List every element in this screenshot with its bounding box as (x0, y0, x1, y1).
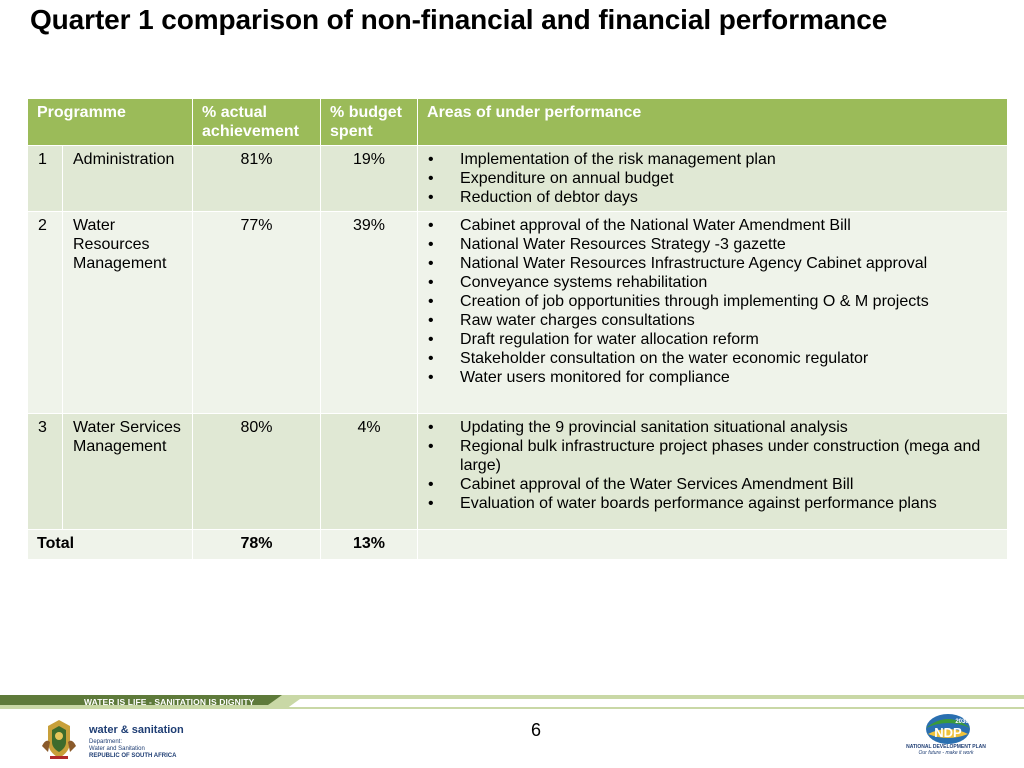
footer-band (0, 695, 1024, 709)
list-item: Stakeholder consultation on the water ec… (428, 349, 997, 368)
budget-spent: 19% (320, 145, 419, 212)
ndp-logo-icon: NDP 2030 (926, 714, 970, 744)
table-row: 3 Water Services Management 80% 4% Updat… (27, 413, 1009, 530)
header-programme: Programme (26, 98, 194, 146)
coat-of-arms-icon (42, 720, 76, 759)
department-subtitle: Department: Water and Sanitation REPUBLI… (89, 739, 176, 760)
list-item: Raw water charges consultations (428, 311, 997, 330)
list-item: Cabinet approval of the Water Services A… (428, 475, 997, 494)
header-under-performance: Areas of under performance (417, 98, 1009, 146)
list-item: National Water Resources Infrastructure … (428, 254, 997, 273)
header-actual-achievement: % actual achievement (192, 98, 322, 146)
list-item: Evaluation of water boards performance a… (428, 494, 997, 513)
list-item: Draft regulation for water allocation re… (428, 330, 997, 349)
ndp-letters: NDP (934, 725, 962, 740)
list-item: Creation of job opportunities through im… (428, 292, 997, 311)
budget-spent: 39% (320, 211, 419, 414)
under-performance-areas: Implementation of the risk management pl… (417, 145, 1009, 212)
actual-achievement: 81% (192, 145, 322, 212)
row-number: 1 (27, 145, 63, 212)
under-performance-areas: Cabinet approval of the National Water A… (417, 211, 1009, 414)
ndp-caption: NATIONAL DEVELOPMENT PLAN Our future - m… (906, 744, 986, 756)
table-row: 1 Administration 81% 19% Implementation … (27, 145, 1009, 212)
total-areas-empty (417, 529, 1009, 560)
budget-spent: 4% (320, 413, 419, 530)
header-budget-spent: % budget spent (320, 98, 419, 146)
list-item: Reduction of debtor days (428, 188, 997, 207)
department-name: water & sanitation (89, 724, 184, 736)
total-actual: 78% (192, 529, 322, 560)
under-performance-areas: Updating the 9 provincial sanitation sit… (417, 413, 1009, 530)
row-number: 2 (27, 211, 63, 414)
programme-name: Water Resources Management (61, 211, 194, 414)
list-item: Implementation of the risk management pl… (428, 150, 997, 169)
performance-table: Programme % actual achievement % budget … (26, 98, 1009, 560)
programme-name: Water Services Management (61, 413, 194, 530)
list-item: National Water Resources Strategy -3 gaz… (428, 235, 997, 254)
total-budget: 13% (320, 529, 419, 560)
department-line-3: REPUBLIC OF SOUTH AFRICA (89, 753, 177, 759)
row-number: 3 (27, 413, 63, 530)
department-line-1: Department: (89, 739, 123, 745)
ndp-caption-title: NATIONAL DEVELOPMENT PLAN (906, 744, 986, 750)
page-number: 6 (530, 720, 541, 740)
table-header-row: Programme % actual achievement % budget … (26, 98, 1009, 146)
ndp-caption-tagline: Our future - make it work (918, 750, 974, 756)
total-label: Total (26, 529, 194, 560)
list-item: Conveyance systems rehabilitation (428, 273, 997, 292)
actual-achievement: 80% (192, 413, 322, 530)
list-item: Water users monitored for compliance (428, 368, 997, 387)
footer-slogan: WATER IS LIFE - SANITATION IS DIGNITY (84, 697, 255, 707)
programme-name: Administration (61, 145, 194, 212)
table-row: 2 Water Resources Management 77% 39% Cab… (27, 211, 1009, 414)
slide-title: Quarter 1 comparison of non-financial an… (30, 4, 888, 35)
actual-achievement: 77% (192, 211, 322, 414)
ndp-year: 2030 (955, 719, 969, 725)
list-item: Updating the 9 provincial sanitation sit… (428, 418, 997, 437)
department-line-2: Water and Sanitation (89, 746, 145, 752)
list-item: Cabinet approval of the National Water A… (428, 216, 997, 235)
list-item: Regional bulk infrastructure project pha… (428, 437, 997, 475)
total-row: Total 78% 13% (26, 529, 1009, 560)
list-item: Expenditure on annual budget (428, 169, 997, 188)
